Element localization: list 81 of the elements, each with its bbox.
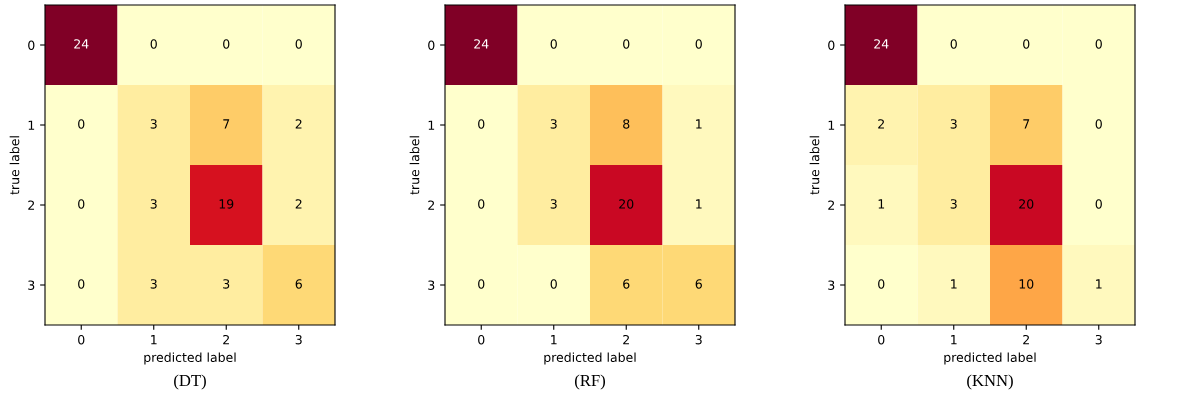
data-label: 0	[950, 39, 957, 49]
data-label: 6	[623, 279, 630, 289]
x-tick-label: 3	[695, 334, 702, 345]
text: (RF)	[574, 374, 606, 390]
data-label: 8	[623, 119, 630, 129]
y-tick-label: 3	[828, 280, 835, 290]
x-tick-label: 0	[478, 334, 485, 345]
data-label: 2	[295, 199, 302, 209]
data-label: 0	[78, 279, 85, 289]
y-tick-label: 2	[428, 200, 435, 210]
y-tick-label: 3	[428, 280, 435, 290]
y-axis-title: true label	[409, 136, 420, 195]
data-label: 3	[150, 119, 157, 129]
data-label: 7	[223, 119, 230, 129]
data-label: 0	[1095, 39, 1102, 49]
x-axis-title: predicted label	[944, 352, 1036, 365]
x-tick-label: 1	[951, 335, 957, 345]
y-axis-title: true label	[809, 136, 820, 195]
data-label: 0	[478, 119, 485, 129]
data-label: 0	[78, 199, 85, 209]
data-label: 0	[478, 279, 485, 289]
y-tick-label: 1	[828, 120, 835, 130]
x-tick-label: 0	[878, 334, 885, 345]
y-tick-label: 0	[428, 40, 435, 50]
y-tick-label: 3	[28, 280, 35, 290]
x-tick-label: 2	[223, 334, 229, 345]
x-axis-title: predicted label	[144, 352, 236, 365]
data-label: 0	[878, 279, 885, 289]
text: (DT)	[174, 374, 206, 390]
y-tick-label: 0	[28, 40, 35, 50]
data-label: 1	[1096, 279, 1102, 289]
x-tick-label: 2	[1023, 334, 1029, 345]
data-label: 0	[223, 39, 230, 49]
data-label: 0	[550, 279, 557, 289]
data-label: 0	[150, 39, 157, 49]
data-label: 1	[696, 199, 702, 209]
data-label: 19	[219, 199, 234, 209]
x-tick-label: 2	[623, 334, 629, 345]
data-label: 6	[295, 279, 302, 289]
data-label: 0	[295, 39, 302, 49]
y-tick-label: 2	[828, 200, 835, 210]
text: (KNN)	[967, 374, 1013, 390]
y-axis-title: true label	[9, 136, 20, 195]
data-label: 3	[150, 199, 157, 209]
x-tick-label: 0	[78, 334, 85, 345]
data-label: 0	[478, 199, 485, 209]
data-label: 24	[74, 39, 89, 49]
x-tick-label: 1	[551, 335, 557, 345]
y-tick-label: 2	[28, 200, 35, 210]
data-label: 3	[950, 119, 957, 129]
data-label: 24	[874, 39, 889, 49]
x-axis-title: predicted label	[544, 352, 636, 365]
data-label: 0	[1023, 39, 1030, 49]
y-tick-label: 0	[828, 40, 835, 50]
data-label: 6	[695, 279, 702, 289]
data-label: 10	[1019, 279, 1034, 289]
data-label: 0	[550, 39, 557, 49]
data-label: 3	[150, 279, 157, 289]
data-label: 0	[78, 119, 85, 129]
data-label: 24	[474, 39, 489, 49]
data-label: 2	[295, 119, 302, 129]
data-label: 20	[1019, 199, 1034, 209]
data-label: 1	[878, 199, 885, 209]
data-label: 0	[623, 39, 630, 49]
data-label: 7	[1023, 119, 1030, 129]
data-label: 3	[223, 279, 230, 289]
data-label: 0	[695, 39, 702, 49]
x-tick-label: 1	[151, 335, 157, 345]
data-label: 3	[950, 199, 957, 209]
x-tick-label: 3	[1095, 334, 1102, 345]
data-label: 3	[550, 199, 557, 209]
data-label: 0	[1095, 199, 1102, 209]
data-label: 20	[619, 199, 634, 209]
data-label: 1	[696, 119, 702, 129]
x-tick-label: 3	[295, 334, 302, 345]
data-label: 3	[550, 119, 557, 129]
data-label: 2	[878, 119, 884, 129]
y-tick-label: 1	[28, 120, 35, 130]
y-tick-label: 1	[428, 120, 435, 130]
data-label: 1	[951, 279, 957, 289]
data-label: 0	[1095, 119, 1102, 129]
